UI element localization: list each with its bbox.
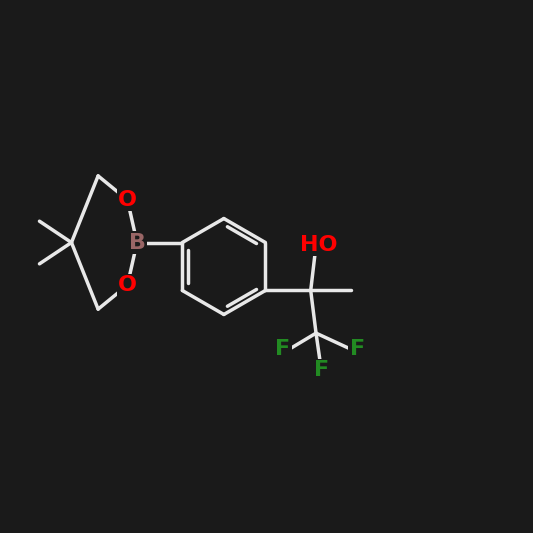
Text: O: O (118, 190, 137, 210)
Text: O: O (118, 275, 137, 295)
Text: F: F (314, 360, 329, 381)
Text: HO: HO (300, 235, 337, 255)
Text: F: F (276, 339, 290, 359)
Text: F: F (350, 339, 365, 359)
Text: B: B (128, 232, 146, 253)
